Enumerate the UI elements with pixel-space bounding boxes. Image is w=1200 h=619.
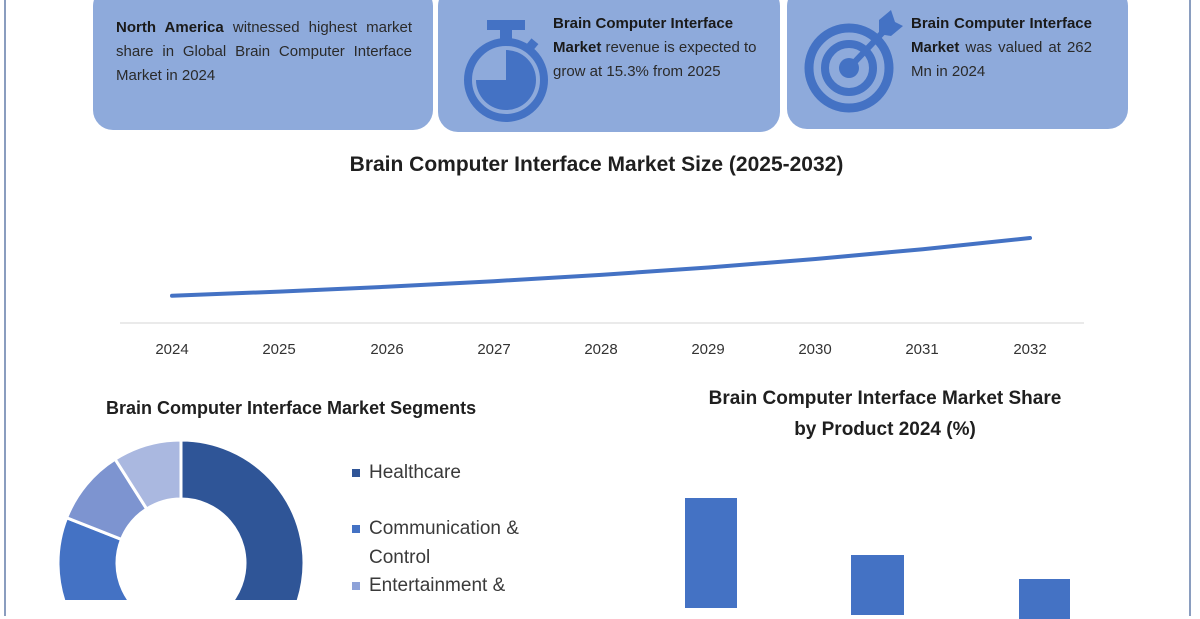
stat-card-bold: Brain Computer Interface Market <box>911 15 1092 56</box>
donut-chart-title: Brain Computer Interface Market Segments <box>106 398 477 418</box>
stat-card-body: was valued at 262 Mn in 2024 <box>911 39 1092 80</box>
legend-swatch <box>352 469 360 477</box>
x-tick-label: 2030 <box>798 341 832 358</box>
donut-segment <box>179 438 306 600</box>
bar-chart-title: Brain Computer Interface Market Share by… <box>660 383 1110 445</box>
line-chart <box>120 236 1084 324</box>
target-icon <box>804 10 903 113</box>
bar-product-3 <box>1019 579 1070 619</box>
legend-label: Control <box>369 547 431 568</box>
donut-chart <box>56 438 306 600</box>
x-tick-label: 2024 <box>155 341 189 358</box>
legend-swatch <box>352 525 360 533</box>
legend-label: Healthcare <box>369 462 461 483</box>
x-tick-label: 2029 <box>691 341 725 358</box>
x-tick-label: 2031 <box>905 341 939 358</box>
stat-card-valuation: Brain Computer Interface Market was valu… <box>787 0 1128 129</box>
stat-card-text: North America witnessed highest market s… <box>116 16 412 88</box>
bar-product-2 <box>851 555 904 615</box>
stat-card-north-america: North America witnessed highest market s… <box>93 0 433 130</box>
bar-chart-title-line1: Brain Computer Interface Market Share <box>708 388 1062 409</box>
x-tick-label: 2026 <box>370 341 404 358</box>
x-tick-label: 2025 <box>262 341 296 358</box>
stat-card-bold: Brain Computer Interface Market <box>553 15 734 56</box>
stopwatch-icon <box>464 20 548 122</box>
stat-card-bold: North America <box>116 19 224 36</box>
stat-card-text: Brain Computer Interface Market revenue … <box>553 12 773 84</box>
bar-chart-title-line2: by Product 2024 (%) <box>794 419 976 440</box>
stat-card-body: witnessed highest market share in Global… <box>116 19 412 84</box>
market-size-line <box>170 236 1032 298</box>
line-chart-title: Brain Computer Interface Market Size (20… <box>349 153 844 176</box>
donut-segment <box>56 515 131 600</box>
legend-label: Entertainment & <box>369 575 506 596</box>
x-tick-label: 2027 <box>477 341 511 358</box>
legend-swatch <box>352 582 360 590</box>
stat-card-body: revenue is expected to grow at 15.3% fro… <box>553 39 757 80</box>
stat-card-text: Brain Computer Interface Market was valu… <box>911 12 1092 84</box>
bar-product-1 <box>685 498 737 608</box>
x-tick-label: 2028 <box>584 341 618 358</box>
legend-label: Communication & <box>369 518 519 539</box>
donut-segment <box>113 438 183 512</box>
x-tick-label: 2032 <box>1013 341 1047 358</box>
stat-card-growth: Brain Computer Interface Market revenue … <box>438 0 780 132</box>
